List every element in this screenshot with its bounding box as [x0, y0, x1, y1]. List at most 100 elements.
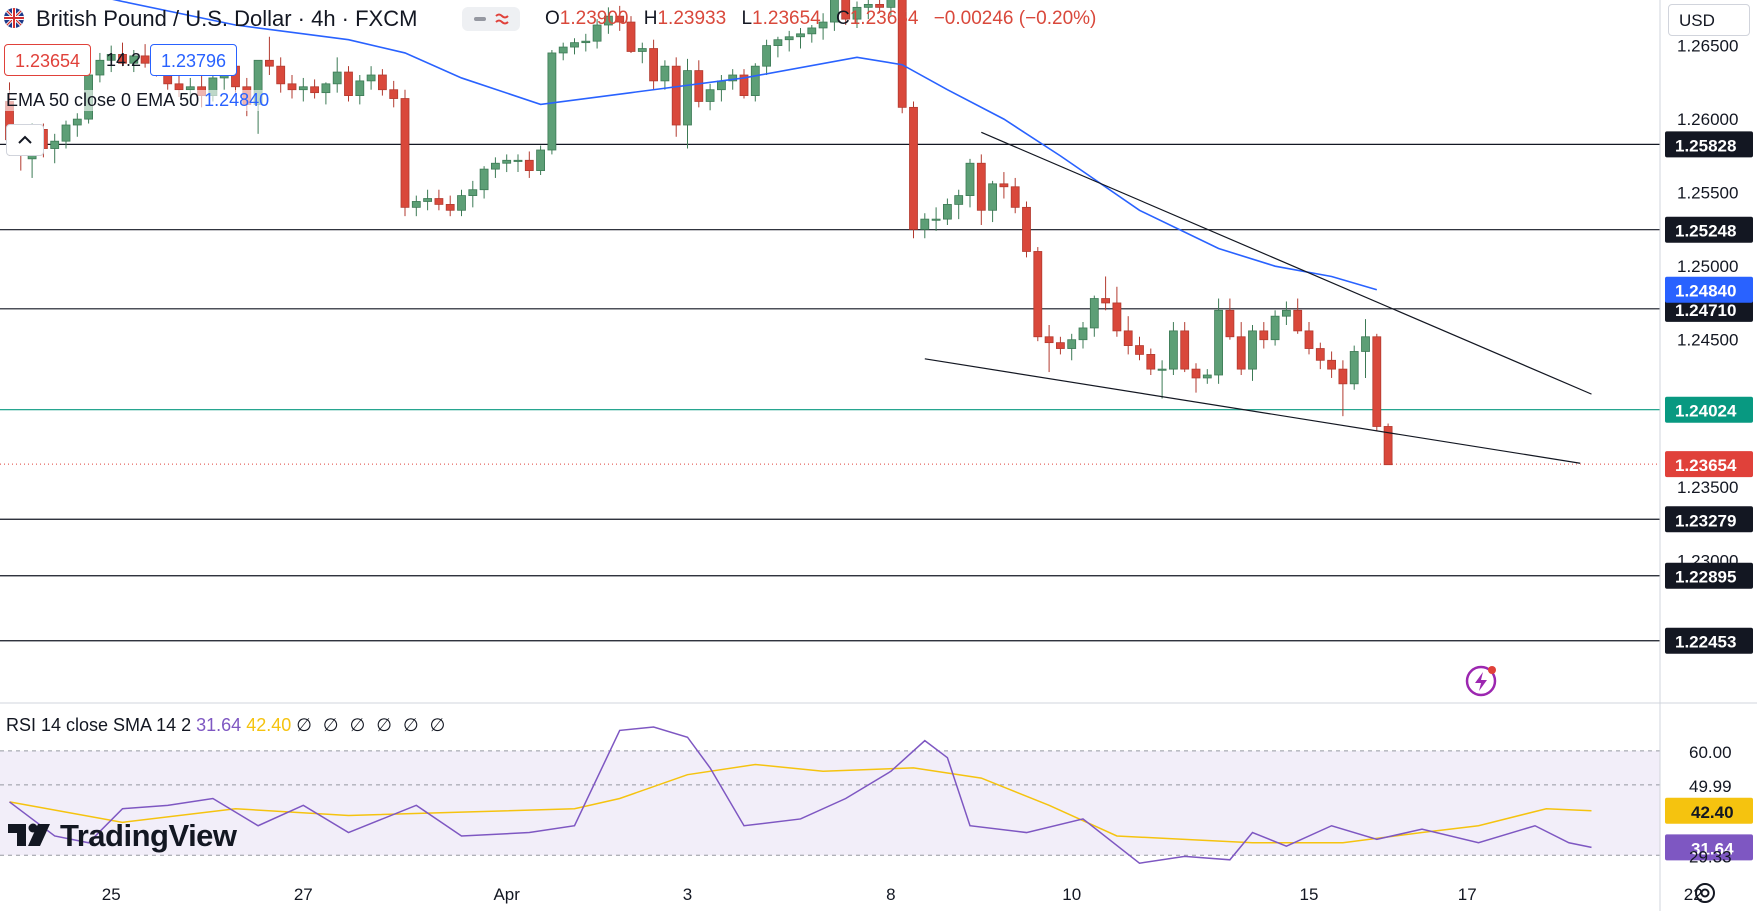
eye-wave-icon [474, 13, 509, 25]
close-value: 1.23654 [849, 8, 919, 29]
candle-body [1225, 309, 1235, 338]
last-price-tag: 1.23654 [1675, 456, 1737, 475]
x-tick-label-4: 8 [886, 885, 895, 904]
rsi-tick-label-0: 60.00 [1689, 743, 1732, 762]
candle-body [1383, 426, 1393, 466]
level-tag-0-bg [1665, 131, 1753, 158]
candle-body [750, 65, 760, 96]
level-tag-6: 1.22453 [1675, 633, 1736, 652]
candle-body [1135, 345, 1144, 355]
candle-body [1304, 330, 1314, 349]
candle-body [479, 168, 489, 191]
candle-body [1146, 354, 1156, 370]
candle-body [400, 98, 410, 208]
candle-body [762, 45, 771, 67]
y-tick-label-6: 1.23500 [1677, 478, 1738, 497]
candle-body [1010, 186, 1020, 208]
spread-value: 14.2 [106, 50, 142, 70]
candle-body [434, 198, 444, 205]
candle-body [1033, 251, 1043, 338]
rsi-line [9, 726, 1592, 864]
candle-body [366, 74, 376, 82]
candle-body [468, 189, 478, 196]
candle-body [976, 162, 986, 211]
ema-legend-value: 1.24840 [204, 90, 270, 110]
level-tag-1-bg [1665, 216, 1753, 243]
level-tag-1: 1.25248 [1675, 222, 1736, 241]
level-tag-4-bg [1665, 506, 1753, 533]
candle-body [1078, 327, 1088, 341]
candle-body [287, 83, 297, 91]
change-value: −0.00246 (−0.20%) [933, 8, 1097, 29]
rsi-sma-line [9, 763, 1592, 844]
trendline-1 [924, 358, 1581, 464]
indicator-toggle-button[interactable] [462, 7, 520, 31]
currency-select[interactable]: USD [1668, 4, 1750, 36]
level-tag-3-bg [1665, 396, 1753, 423]
rsi-legend-label: RSI 14 close SMA 14 2 [6, 715, 192, 735]
x-tick-label-2: Apr [493, 885, 520, 904]
buy-price-button[interactable]: 1.23796 [150, 44, 238, 76]
candle-body [739, 74, 749, 96]
candle-body [1191, 368, 1201, 379]
candle-body [502, 159, 512, 164]
candle-body [1349, 351, 1359, 385]
candle-body [276, 65, 286, 85]
collapse-legend-button[interactable] [6, 124, 44, 156]
candle-body [1270, 315, 1280, 341]
candle-body [807, 27, 817, 35]
candle-body [1259, 330, 1269, 341]
ema50-line [112, 0, 1378, 291]
candle-body [106, 54, 116, 61]
candle-body [852, 6, 862, 20]
rsi-legend-value: 31.64 [196, 715, 242, 735]
rsi-sma-legend-value: 42.40 [246, 715, 292, 735]
candle-body [717, 80, 726, 91]
high-label: H [643, 8, 658, 29]
candle-body [728, 74, 738, 82]
level-tag-0: 1.25828 [1675, 136, 1736, 155]
y-tick-label-2: 1.25500 [1677, 184, 1738, 203]
candle-body [1214, 309, 1223, 376]
tradingview-logo: TradingView [8, 818, 237, 856]
x-tick-label-6: 15 [1300, 885, 1319, 904]
candle-body [389, 89, 399, 99]
candle-body [61, 124, 71, 142]
rsi-legend[interactable]: RSI 14 close SMA 14 2 31.64 42.40 ∅ ∅ ∅ … [2, 713, 453, 738]
candle-body [841, 0, 851, 20]
candle-body [355, 80, 365, 96]
x-tick-label-1: 27 [294, 885, 313, 904]
rsi-tick-label-4: 29.33 [1689, 847, 1732, 866]
symbol-title[interactable]: British Pound / U.S. Dollar · 4h · FXCM [36, 6, 418, 31]
candle-body [1101, 298, 1110, 304]
chart-settings-gear-icon[interactable] [1692, 880, 1718, 906]
candle-body [310, 86, 320, 94]
candle-body [649, 48, 658, 82]
candle-body [513, 159, 523, 162]
x-tick-label-5: 10 [1062, 885, 1081, 904]
y-tick-label-1: 1.26000 [1677, 110, 1738, 129]
close-label: C [836, 8, 850, 29]
low-value: 1.23654 [752, 8, 821, 29]
candle-body [604, 15, 613, 26]
candle-body [174, 83, 184, 91]
rsi-legend-placeholders: ∅ ∅ ∅ ∅ ∅ ∅ [296, 715, 449, 735]
candle-body [886, 0, 896, 8]
candle-body [796, 33, 805, 38]
sell-price-button[interactable]: 1.23654 [4, 44, 92, 76]
candle-body [536, 149, 545, 171]
candle-body [264, 59, 274, 67]
high-value: 1.23933 [657, 8, 727, 29]
level-tag-3: 1.24024 [1675, 402, 1737, 421]
lightning-alert-icon[interactable] [1464, 664, 1498, 698]
level-tag-5-bg [1665, 562, 1753, 589]
candle-body [423, 198, 433, 202]
ema-legend[interactable]: EMA 50 close 0 EMA 50 1.24840 [4, 90, 272, 111]
y-tick-label-4: 1.24500 [1677, 331, 1738, 350]
candle-body [185, 86, 195, 91]
candle-body [332, 71, 342, 85]
candle-body [1022, 206, 1031, 252]
candle-body [1248, 330, 1257, 370]
